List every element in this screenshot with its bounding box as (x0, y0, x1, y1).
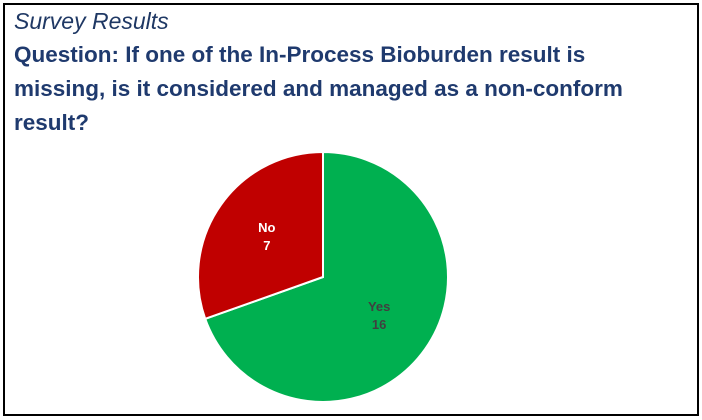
chart-header: Survey Results (14, 8, 169, 34)
pie-slice (203, 150, 449, 403)
pie-slice (197, 150, 324, 321)
slice-label: No (258, 220, 275, 235)
slice-value: 16 (372, 317, 386, 332)
chart-title: Question: If one of the In-Process Biobu… (14, 42, 623, 135)
slice-label: Yes (368, 299, 390, 314)
chart-frame (3, 3, 699, 416)
slice-value: 7 (263, 238, 270, 253)
